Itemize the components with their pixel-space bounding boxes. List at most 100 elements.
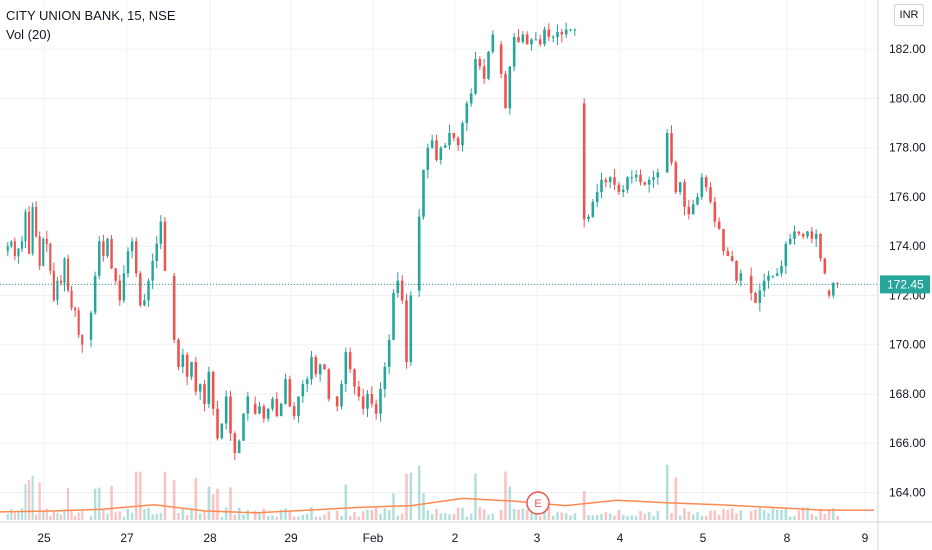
candle-body — [643, 182, 647, 185]
candle-body — [151, 261, 154, 281]
volume-bar — [81, 509, 84, 520]
candle-body — [327, 369, 331, 399]
volume-bar — [114, 512, 117, 520]
candle-body — [491, 34, 495, 52]
candle-body — [704, 177, 708, 188]
last-price-badge — [880, 275, 930, 294]
candle-body — [547, 29, 551, 37]
candle-body — [739, 273, 743, 281]
candle-body — [810, 231, 814, 239]
symbol-title[interactable]: CITY UNION BANK, 15, NSE — [6, 8, 176, 23]
volume-bar — [652, 516, 655, 520]
volume-bar — [482, 509, 486, 520]
volume-bar — [327, 511, 331, 520]
earnings-marker[interactable]: E — [526, 491, 550, 515]
volume-bar — [159, 513, 163, 520]
candle-body — [74, 307, 77, 311]
candle-body — [591, 201, 595, 217]
volume-bar — [613, 515, 616, 520]
candle-body — [63, 258, 66, 284]
candle-body — [735, 261, 738, 281]
currency-button[interactable]: INR — [894, 4, 924, 26]
volume-bar — [735, 513, 738, 520]
volume-bar — [810, 514, 814, 520]
candle-body — [465, 103, 469, 124]
volume-bar — [102, 509, 105, 520]
candle-body — [314, 357, 318, 375]
volume-bar — [134, 471, 138, 520]
candle-body — [534, 39, 538, 41]
volume-bar — [20, 508, 24, 520]
candle-body — [634, 174, 638, 178]
volume-bar — [643, 513, 647, 520]
volume-bar — [49, 515, 52, 520]
candle-body — [383, 366, 387, 390]
x-tick-label: 9 — [862, 531, 869, 545]
volume-bar — [220, 516, 224, 520]
volume-bar — [775, 509, 779, 520]
volume-bar — [233, 514, 237, 520]
chart-grid — [0, 0, 878, 522]
candle-body — [762, 280, 766, 291]
volume-bar — [379, 513, 382, 520]
volume-bar — [487, 514, 490, 520]
y-tick-label: 182.00 — [889, 42, 926, 56]
volume-bar — [409, 472, 413, 520]
volume-bar — [499, 509, 503, 520]
volume-bar — [521, 508, 525, 520]
volume-bar — [253, 510, 257, 520]
candle-body — [512, 36, 516, 67]
candle-body — [89, 312, 93, 340]
candle-body — [288, 379, 292, 407]
volume-bar — [288, 510, 292, 520]
volume-bar — [122, 516, 126, 520]
volume-bar — [595, 515, 599, 520]
candle-body — [13, 241, 16, 257]
candle-body — [656, 172, 660, 178]
candle-body — [207, 371, 211, 404]
volume-bar — [591, 515, 595, 520]
candle-body — [301, 384, 305, 397]
volume-bar — [700, 516, 704, 520]
volume-indicator-label[interactable]: Vol (20) — [6, 27, 51, 42]
candle-body — [417, 216, 421, 291]
candle-body — [318, 364, 322, 375]
candle-body — [608, 177, 612, 183]
candle-body — [66, 258, 70, 291]
candle-body — [344, 352, 348, 385]
volume-bar — [38, 482, 41, 520]
candlesticks — [6, 22, 839, 461]
candle-body — [674, 162, 678, 193]
volume-bar — [74, 515, 77, 520]
volume-bar — [366, 509, 369, 520]
volume-bar — [172, 480, 176, 520]
candle-body — [814, 233, 818, 239]
candle-body — [504, 73, 507, 109]
volume-bar — [52, 511, 55, 520]
volume-bars — [6, 464, 839, 520]
volume-bar — [713, 510, 717, 520]
volume-bar — [797, 510, 801, 520]
volume-bar — [181, 509, 185, 520]
candle-body — [530, 39, 533, 45]
candle-body — [198, 384, 202, 392]
candle-body — [17, 248, 20, 257]
candle-body — [118, 280, 122, 301]
volume-bar — [266, 515, 270, 520]
candle-body — [722, 228, 725, 252]
earnings-label: E — [534, 498, 541, 510]
candle-body — [422, 169, 425, 217]
volume-bar — [262, 508, 266, 520]
volume-bar — [435, 509, 438, 520]
volume-bar — [670, 512, 673, 520]
candle-body — [20, 241, 24, 249]
volume-bar — [246, 509, 250, 520]
volume-bar — [353, 511, 356, 520]
volume-bar — [767, 512, 770, 520]
candle-body — [361, 396, 365, 409]
candle-body — [348, 352, 352, 370]
volume-bar — [305, 513, 309, 520]
candle-body — [216, 408, 219, 439]
candle-body — [102, 241, 105, 257]
